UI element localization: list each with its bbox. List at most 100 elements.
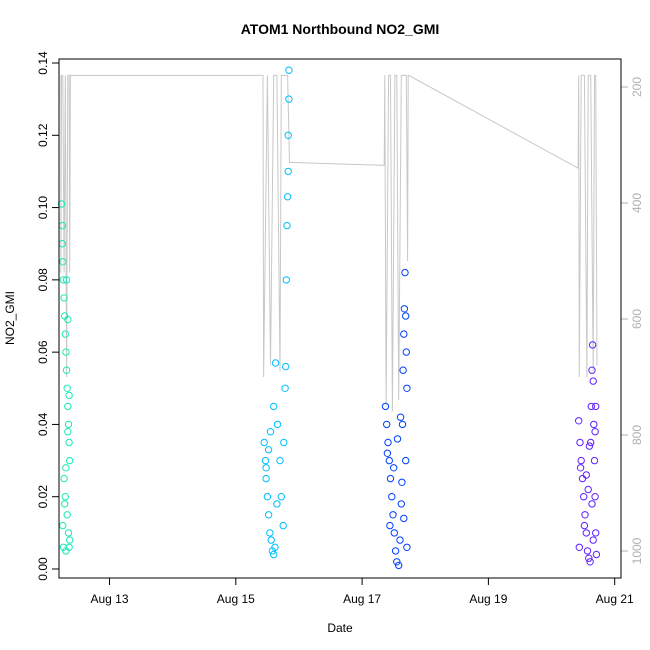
- data-point: [276, 456, 284, 465]
- right-axis-tick-label: 1000: [630, 537, 644, 564]
- data-point: [283, 193, 292, 201]
- axes-layer: Aug 13 Aug 15 Aug 17 Aug 19 Aug 21 0.00 0.02 0.…: [36, 51, 644, 606]
- data-point: [577, 456, 585, 465]
- x-tick-label: Aug 13: [90, 592, 128, 606]
- data-point: [590, 420, 598, 429]
- data-point: [284, 167, 292, 176]
- data-point: [396, 536, 404, 544]
- data-point: [389, 511, 397, 519]
- data-point: [63, 384, 71, 392]
- data-point: [282, 362, 290, 371]
- data-point: [588, 500, 596, 508]
- data-point: [589, 536, 597, 544]
- data-point: [399, 366, 407, 374]
- data-point: [397, 500, 405, 508]
- data-point: [402, 456, 410, 465]
- data-point: [270, 402, 278, 411]
- y-tick-label: 0.02: [36, 485, 50, 509]
- data-point: [398, 420, 407, 429]
- data-point: [381, 402, 390, 411]
- data-point: [591, 428, 599, 436]
- data-point: [266, 529, 274, 537]
- y-tick-label: 0.00: [36, 557, 50, 581]
- x-tick-label: Aug 15: [217, 592, 255, 606]
- data-point: [263, 493, 272, 501]
- y-tick-label: 0.04: [36, 412, 50, 436]
- data-point: [64, 529, 73, 537]
- chart-title: ATOM1 Northbound NO2_GMI: [241, 21, 440, 37]
- data-point: [391, 547, 400, 555]
- altitude-line: [60, 74, 598, 412]
- y-tick-label: 0.14: [36, 51, 50, 75]
- data-point: [583, 547, 592, 555]
- data-point: [402, 312, 410, 320]
- data-point: [581, 511, 589, 519]
- data-point: [403, 543, 411, 551]
- data-point: [264, 511, 273, 519]
- data-point: [585, 554, 593, 562]
- y-tick-label: 0.10: [36, 196, 50, 220]
- data-point: [588, 341, 597, 349]
- data-point: [62, 366, 71, 374]
- data-point: [262, 474, 270, 483]
- altitude-line-layer: [60, 74, 598, 412]
- data-point: [281, 384, 289, 392]
- data-point: [590, 456, 599, 465]
- data-point: [393, 558, 401, 566]
- data-point: [592, 550, 601, 559]
- data-point: [273, 420, 282, 429]
- data-point: [386, 521, 394, 530]
- data-point: [60, 294, 68, 302]
- x-tick-label: Aug 17: [343, 592, 381, 606]
- data-point: [285, 95, 293, 103]
- data-point: [585, 442, 594, 450]
- data-point: [64, 428, 72, 436]
- right-axis-tick-label: 600: [630, 309, 644, 329]
- data-point: [63, 511, 71, 519]
- data-point: [383, 449, 392, 457]
- data-point: [264, 446, 273, 454]
- data-point: [400, 514, 408, 523]
- data-point: [64, 420, 73, 429]
- data-point: [591, 493, 599, 501]
- data-point: [282, 276, 290, 284]
- x-tick-label: Aug 19: [469, 592, 507, 606]
- data-point: [386, 474, 395, 483]
- right-axis-tick-label: 200: [630, 77, 644, 97]
- data-point: [262, 464, 270, 472]
- data-point: [261, 456, 270, 465]
- data-point: [575, 417, 583, 425]
- data-point: [284, 131, 292, 140]
- data-point: [576, 464, 585, 472]
- data-point: [273, 500, 281, 508]
- data-point: [62, 348, 70, 356]
- right-axis-tick-label: 800: [630, 425, 644, 445]
- data-point: [402, 348, 410, 356]
- data-point: [59, 521, 67, 530]
- data-point: [59, 276, 68, 284]
- y-tick-label: 0.06: [36, 340, 50, 364]
- data-point: [61, 330, 70, 338]
- data-point: [64, 315, 72, 324]
- data-point: [400, 330, 408, 338]
- data-point: [62, 276, 71, 284]
- data-point: [60, 500, 69, 508]
- data-point: [66, 536, 74, 544]
- data-point: [57, 200, 66, 208]
- data-point: [390, 529, 398, 537]
- data-point: [582, 529, 590, 537]
- data-point: [64, 402, 72, 411]
- y-tick-label: 0.08: [36, 268, 50, 292]
- data-point: [396, 413, 405, 421]
- data-point: [582, 471, 590, 479]
- data-point: [390, 464, 398, 472]
- data-point: [279, 521, 287, 530]
- data-point: [267, 536, 275, 544]
- y-axis-label: NO2_GMI: [3, 291, 17, 345]
- data-point: [277, 493, 285, 501]
- data-point: [584, 485, 592, 494]
- data-point: [395, 561, 403, 570]
- data-point: [384, 438, 392, 447]
- data-point: [65, 438, 73, 447]
